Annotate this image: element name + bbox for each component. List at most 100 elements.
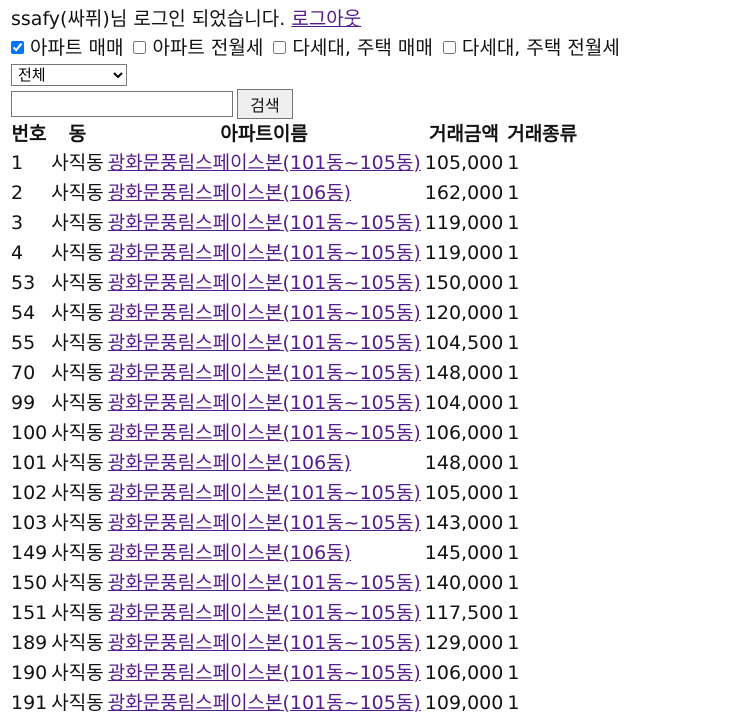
cell-dong: 사직동	[51, 361, 104, 384]
cell-deal-amount: 143,000	[424, 511, 504, 534]
apt-name-link[interactable]: 광화문풍림스페이스본(101동~105동)	[107, 271, 421, 294]
cell-apt-name[interactable]: 광화문풍림스페이스본(101동~105동)	[106, 418, 423, 448]
filter-house-rent[interactable]: 다세대, 주택 전월세	[442, 36, 620, 60]
filter-apt-rent-label: 아파트 전월세	[152, 36, 264, 59]
filter-apt-sale-label: 아파트 매매	[30, 36, 124, 59]
cell-deal-amount: 104,000	[424, 391, 504, 414]
filter-apt-rent-checkbox[interactable]	[133, 41, 147, 55]
cell-apt-name[interactable]: 광화문풍림스페이스본(101동~105동)	[106, 628, 423, 658]
cell-apt-name[interactable]: 광화문풍림스페이스본(101동~105동)	[106, 358, 423, 388]
cell-number: 2	[11, 181, 24, 204]
cell-number: 4	[11, 241, 24, 264]
logout-link[interactable]: 로그아웃	[291, 8, 362, 30]
login-status: ssafy(싸퓌)님 로그인 되었습니다. 로그아웃	[11, 8, 743, 34]
cell-dong: 사직동	[51, 241, 104, 264]
table-row: 189 사직동 광화문풍림스페이스본(101동~105동) 129,000 1	[9, 628, 579, 658]
apt-name-link[interactable]: 광화문풍림스페이스본(106동)	[107, 451, 352, 474]
apt-name-link[interactable]: 광화문풍림스페이스본(101동~105동)	[107, 601, 421, 624]
apt-name-link[interactable]: 광화문풍림스페이스본(101동~105동)	[107, 631, 421, 654]
cell-deal-amount: 106,000	[424, 421, 504, 444]
cell-apt-name[interactable]: 광화문풍림스페이스본(101동~105동)	[106, 688, 423, 718]
cell-apt-name[interactable]: 광화문풍림스페이스본(101동~105동)	[106, 478, 423, 508]
cell-number: 1	[11, 151, 24, 174]
cell-deal-type: 1	[507, 391, 520, 414]
search-input[interactable]	[11, 91, 233, 117]
cell-number: 189	[11, 631, 48, 654]
apt-name-link[interactable]: 광화문풍림스페이스본(101동~105동)	[107, 331, 421, 354]
cell-apt-name[interactable]: 광화문풍림스페이스본(101동~105동)	[106, 268, 423, 298]
cell-apt-name[interactable]: 광화문풍림스페이스본(101동~105동)	[106, 658, 423, 688]
cell-number: 151	[11, 601, 48, 624]
cell-dong: 사직동	[51, 571, 104, 594]
apt-name-link[interactable]: 광화문풍림스페이스본(101동~105동)	[107, 691, 421, 714]
cell-deal-type: 1	[507, 181, 520, 204]
apt-name-link[interactable]: 광화문풍림스페이스본(101동~105동)	[107, 151, 421, 174]
cell-deal-type: 1	[507, 451, 520, 474]
cell-deal-type: 1	[507, 661, 520, 684]
apt-name-link[interactable]: 광화문풍림스페이스본(106동)	[107, 181, 352, 204]
header-deal-type: 거래종류	[507, 122, 578, 145]
table-header-row: 번호 동 아파트이름 거래금액 거래종류	[9, 120, 579, 148]
cell-deal-amount: 119,000	[424, 241, 504, 264]
cell-deal-amount: 106,000	[424, 661, 504, 684]
cell-apt-name[interactable]: 광화문풍림스페이스본(101동~105동)	[106, 208, 423, 238]
header-deal-amount: 거래금액	[429, 122, 500, 145]
apt-name-link[interactable]: 광화문풍림스페이스본(101동~105동)	[107, 211, 421, 234]
cell-deal-type: 1	[507, 361, 520, 384]
filter-apt-sale[interactable]: 아파트 매매	[11, 37, 123, 60]
cell-deal-amount: 162,000	[424, 181, 504, 204]
search-button[interactable]: 검색	[237, 89, 293, 119]
cell-apt-name[interactable]: 광화문풍림스페이스본(101동~105동)	[106, 568, 423, 598]
cell-apt-name[interactable]: 광화문풍림스페이스본(101동~105동)	[106, 238, 423, 268]
cell-apt-name[interactable]: 광화문풍림스페이스본(106동)	[106, 448, 423, 478]
table-row: 3 사직동 광화문풍림스페이스본(101동~105동) 119,000 1	[9, 208, 579, 238]
cell-apt-name[interactable]: 광화문풍림스페이스본(101동~105동)	[106, 508, 423, 538]
apt-name-link[interactable]: 광화문풍림스페이스본(101동~105동)	[107, 421, 421, 444]
apt-name-link[interactable]: 광화문풍림스페이스본(101동~105동)	[107, 361, 421, 384]
cell-apt-name[interactable]: 광화문풍림스페이스본(101동~105동)	[106, 148, 423, 178]
cell-dong: 사직동	[51, 181, 104, 204]
apt-name-link[interactable]: 광화문풍림스페이스본(101동~105동)	[107, 661, 421, 684]
cell-apt-name[interactable]: 광화문풍림스페이스본(101동~105동)	[106, 388, 423, 418]
cell-number: 100	[11, 421, 48, 444]
cell-number: 99	[11, 391, 36, 414]
search-type-select[interactable]: 전체	[11, 64, 127, 86]
cell-apt-name[interactable]: 광화문풍림스페이스본(106동)	[106, 538, 423, 568]
table-row: 54 사직동 광화문풍림스페이스본(101동~105동) 120,000 1	[9, 298, 579, 328]
cell-deal-amount: 104,500	[424, 331, 504, 354]
cell-deal-amount: 148,000	[424, 361, 504, 384]
cell-dong: 사직동	[51, 271, 104, 294]
filter-house-sale-checkbox[interactable]	[273, 41, 287, 55]
cell-apt-name[interactable]: 광화문풍림스페이스본(101동~105동)	[106, 298, 423, 328]
filter-apt-sale-checkbox[interactable]	[11, 41, 24, 55]
apt-name-link[interactable]: 광화문풍림스페이스본(101동~105동)	[107, 241, 421, 264]
cell-deal-amount: 105,000	[424, 151, 504, 174]
cell-deal-type: 1	[507, 301, 520, 324]
table-row: 70 사직동 광화문풍림스페이스본(101동~105동) 148,000 1	[9, 358, 579, 388]
deal-type-filters: 아파트 매매 아파트 전월세 다세대, 주택 매매 다세대, 주택 전월세	[11, 34, 743, 62]
filter-apt-rent[interactable]: 아파트 전월세	[133, 37, 263, 60]
cell-deal-amount: 150,000	[424, 271, 504, 294]
cell-apt-name[interactable]: 광화문풍림스페이스본(106동)	[106, 178, 423, 208]
deal-table: 번호 동 아파트이름 거래금액 거래종류 1 사직동 광화문풍림스페이스본(101동…	[9, 120, 579, 718]
cell-deal-amount: 148,000	[424, 451, 504, 474]
cell-deal-amount: 140,000	[424, 571, 504, 594]
apt-name-link[interactable]: 광화문풍림스페이스본(106동)	[107, 541, 352, 564]
cell-deal-type: 1	[507, 481, 520, 504]
apt-name-link[interactable]: 광화문풍림스페이스본(101동~105동)	[107, 481, 421, 504]
cell-deal-type: 1	[507, 511, 520, 534]
filter-house-sale[interactable]: 다세대, 주택 매매	[273, 37, 433, 60]
apt-name-link[interactable]: 광화문풍림스페이스본(101동~105동)	[107, 571, 421, 594]
filter-house-rent-label: 다세대, 주택 전월세	[461, 36, 620, 59]
table-row: 191 사직동 광화문풍림스페이스본(101동~105동) 109,000 1	[9, 688, 579, 718]
filter-house-rent-checkbox[interactable]	[442, 41, 456, 55]
apt-name-link[interactable]: 광화문풍림스페이스본(101동~105동)	[107, 511, 421, 534]
apt-name-link[interactable]: 광화문풍림스페이스본(101동~105동)	[107, 391, 421, 414]
table-row: 99 사직동 광화문풍림스페이스본(101동~105동) 104,000 1	[9, 388, 579, 418]
cell-number: 150	[11, 571, 48, 594]
apt-name-link[interactable]: 광화문풍림스페이스본(101동~105동)	[107, 301, 421, 324]
cell-deal-type: 1	[507, 271, 520, 294]
cell-deal-amount: 109,000	[424, 691, 504, 714]
cell-apt-name[interactable]: 광화문풍림스페이스본(101동~105동)	[106, 598, 423, 628]
cell-apt-name[interactable]: 광화문풍림스페이스본(101동~105동)	[106, 328, 423, 358]
